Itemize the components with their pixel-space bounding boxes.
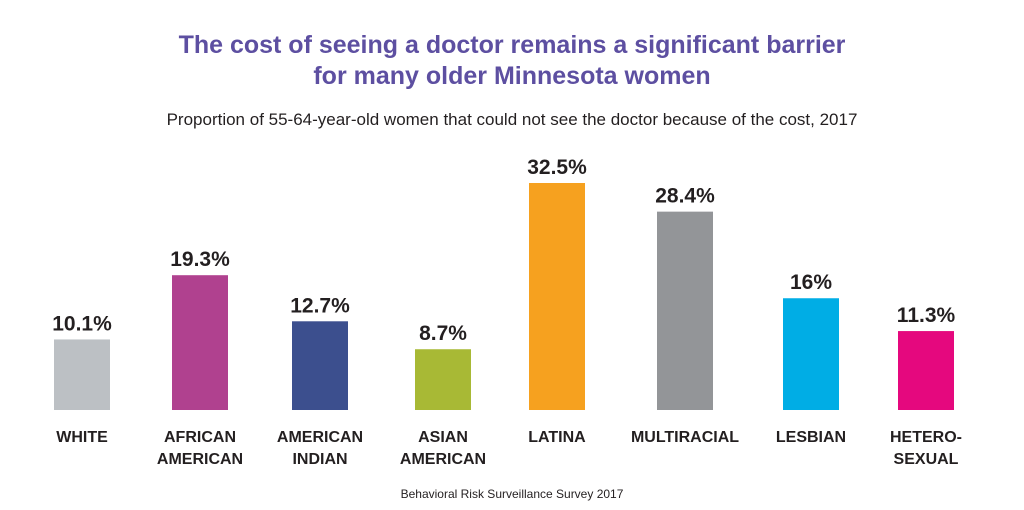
- category-label: LATINA: [528, 429, 586, 446]
- bar: [898, 331, 954, 410]
- data-label: 28.4%: [655, 185, 715, 208]
- bar: [54, 339, 110, 410]
- bar: [657, 211, 713, 410]
- category-label: MULTIRACIAL: [631, 429, 739, 446]
- chart-title-line-2: for many older Minnesota women: [313, 62, 711, 90]
- category-label: AMERICAN: [400, 451, 486, 468]
- data-label: 16%: [790, 271, 832, 294]
- data-label: 11.3%: [897, 304, 956, 327]
- chart-title-line-1: The cost of seeing a doctor remains a si…: [178, 31, 846, 59]
- data-label: 12.7%: [290, 294, 350, 317]
- category-label: INDIAN: [292, 451, 347, 468]
- bar: [415, 349, 471, 410]
- bar: [529, 183, 585, 410]
- bar: [292, 321, 348, 410]
- category-label: LESBIAN: [776, 429, 846, 446]
- chart-subtitle: Proportion of 55-64-year-old women that …: [166, 110, 858, 129]
- category-label: AMERICAN: [157, 451, 243, 468]
- bar: [783, 298, 839, 410]
- data-label: 19.3%: [170, 248, 230, 271]
- category-label: SEXUAL: [894, 451, 959, 468]
- category-label: AFRICAN: [164, 429, 236, 446]
- bar: [172, 275, 228, 410]
- data-label: 10.1%: [52, 312, 112, 335]
- chart-source: Behavioral Risk Surveillance Survey 2017: [400, 487, 624, 501]
- data-label: 32.5%: [527, 156, 587, 179]
- category-label: HETERO-: [890, 429, 962, 446]
- category-label: AMERICAN: [277, 429, 363, 446]
- chart-title: The cost of seeing a doctor remains a si…: [0, 30, 1024, 92]
- category-label: ASIAN: [418, 429, 468, 446]
- category-label: WHITE: [56, 429, 108, 446]
- data-label: 8.7%: [419, 322, 467, 345]
